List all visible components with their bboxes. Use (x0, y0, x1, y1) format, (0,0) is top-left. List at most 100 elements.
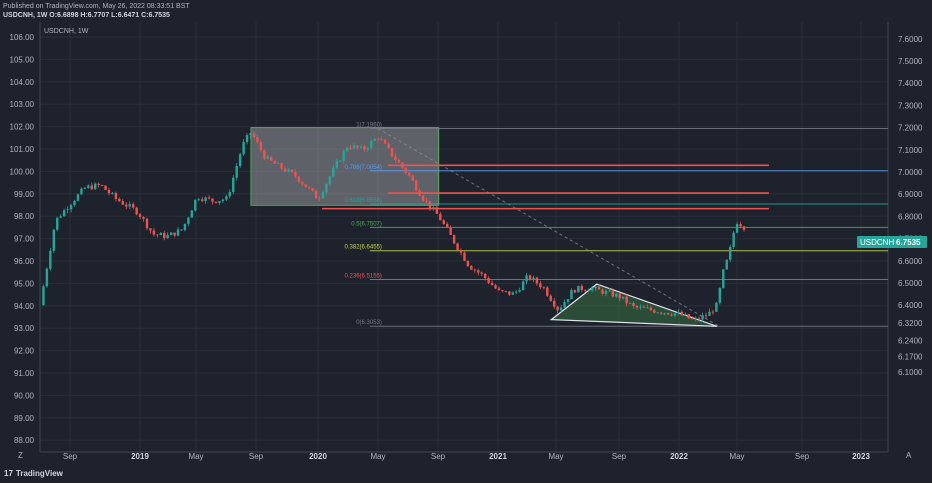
candle-body (722, 269, 725, 288)
candle-body (452, 235, 456, 244)
candle-body (345, 147, 349, 151)
candle-body (73, 200, 76, 205)
left-tick-label: 92.00 (14, 347, 35, 356)
x-tick-label: 2023 (852, 452, 870, 461)
x-tick-label: May (729, 452, 744, 461)
x-tick-label: Sep (795, 452, 810, 461)
candle-body (425, 200, 428, 202)
right-tick-label: 6.6000 (898, 257, 923, 266)
candle-body (408, 172, 411, 176)
candle-body (622, 296, 625, 299)
candle-body (245, 135, 249, 142)
candle-body (584, 290, 587, 291)
candle-body (232, 177, 235, 193)
fib-level-label: 1(7.1960) (356, 122, 382, 128)
x-tick-label: 2022 (670, 452, 688, 461)
time-axis: Sep 2019 May Sep 2020 May Sep 2021 May Sep 2022 May… (63, 452, 871, 461)
candle-body (56, 217, 59, 230)
candle-body (483, 273, 487, 279)
candle-body (173, 232, 176, 236)
x-tick-label: Sep (249, 452, 264, 461)
candle-body (214, 201, 218, 203)
candle-body (459, 250, 463, 253)
left-tick-label: 90.00 (14, 391, 35, 400)
candle-body (515, 291, 518, 293)
candle-body (508, 291, 511, 295)
candle-body (149, 228, 152, 231)
left-tick-label: 99.00 (14, 190, 35, 199)
candle-body (166, 235, 169, 239)
right-tick-label: 6.1700 (898, 352, 923, 361)
right-tick-label: 6.2400 (898, 337, 923, 346)
candle-body (59, 216, 62, 218)
candle-body (332, 167, 335, 177)
candle-body (242, 141, 245, 155)
candle-body (608, 290, 611, 292)
published-note: Published on TradingView.com, May 26, 20… (3, 3, 190, 10)
candle-body (525, 275, 528, 282)
candle-body (414, 180, 418, 191)
candle-body (435, 207, 439, 214)
candle-body (200, 199, 204, 201)
candle-body (380, 139, 383, 140)
candle-body (280, 162, 283, 169)
candle-body (370, 140, 373, 148)
candle-body (121, 201, 125, 205)
candle-body (394, 156, 397, 161)
left-tick-label: 94.00 (14, 302, 35, 311)
candle-body (45, 268, 49, 287)
candle-body (542, 287, 546, 289)
candle-body (131, 204, 135, 208)
candle-body (187, 217, 190, 224)
candle-body (142, 217, 145, 219)
candle-body (473, 269, 477, 271)
x-tick-label: Sep (431, 452, 446, 461)
last-price-badge-bg (857, 236, 927, 248)
candles (42, 131, 746, 322)
fib-level-label: 0.5(6.7507) (351, 221, 382, 227)
tradingview-logo[interactable]: 17 TradingView (4, 469, 63, 478)
left-tick-label: 103.00 (10, 100, 35, 109)
candle-body (342, 150, 345, 161)
right-tick-label: 7.0000 (898, 168, 923, 177)
tradingview-logo-icon: 17 (4, 469, 13, 478)
candle-body (376, 138, 380, 140)
left-tick-label: 93.00 (14, 324, 35, 333)
footer: 17 TradingView (0, 466, 932, 483)
candle-body (138, 214, 142, 218)
candle-body (97, 183, 100, 185)
left-tick-label: 98.00 (14, 212, 35, 221)
candle-body (152, 230, 156, 235)
candle-body (263, 150, 266, 159)
candle-body (266, 156, 269, 159)
candle-body (270, 156, 273, 161)
left-tick-label: 106.00 (10, 33, 35, 42)
candle-body (718, 287, 722, 303)
candle-body (708, 311, 711, 316)
candle-body (449, 227, 452, 236)
x-tick-label: May (548, 452, 563, 461)
tradingview-logo-text: TradingView (15, 469, 63, 478)
candle-body (615, 293, 618, 297)
candle-body (421, 195, 425, 201)
candle-body (401, 162, 404, 168)
candle-body (128, 204, 131, 207)
candle-body (159, 232, 162, 236)
candle-body (321, 192, 325, 199)
left-tick-label: 100.00 (10, 167, 35, 176)
candle-body (428, 201, 432, 209)
candle-body (446, 223, 449, 228)
candle-body (276, 162, 280, 164)
candle-body (249, 133, 252, 136)
x-tick-label: May (188, 452, 203, 461)
candle-body (739, 224, 742, 227)
candle-body (259, 142, 263, 151)
candle-body (156, 234, 159, 236)
candle-body (311, 188, 314, 191)
candle-body (111, 193, 114, 194)
x-tick-label: 2021 (489, 452, 507, 461)
candle-body (742, 226, 746, 230)
candle-body (715, 302, 718, 312)
candle-body (580, 285, 584, 291)
